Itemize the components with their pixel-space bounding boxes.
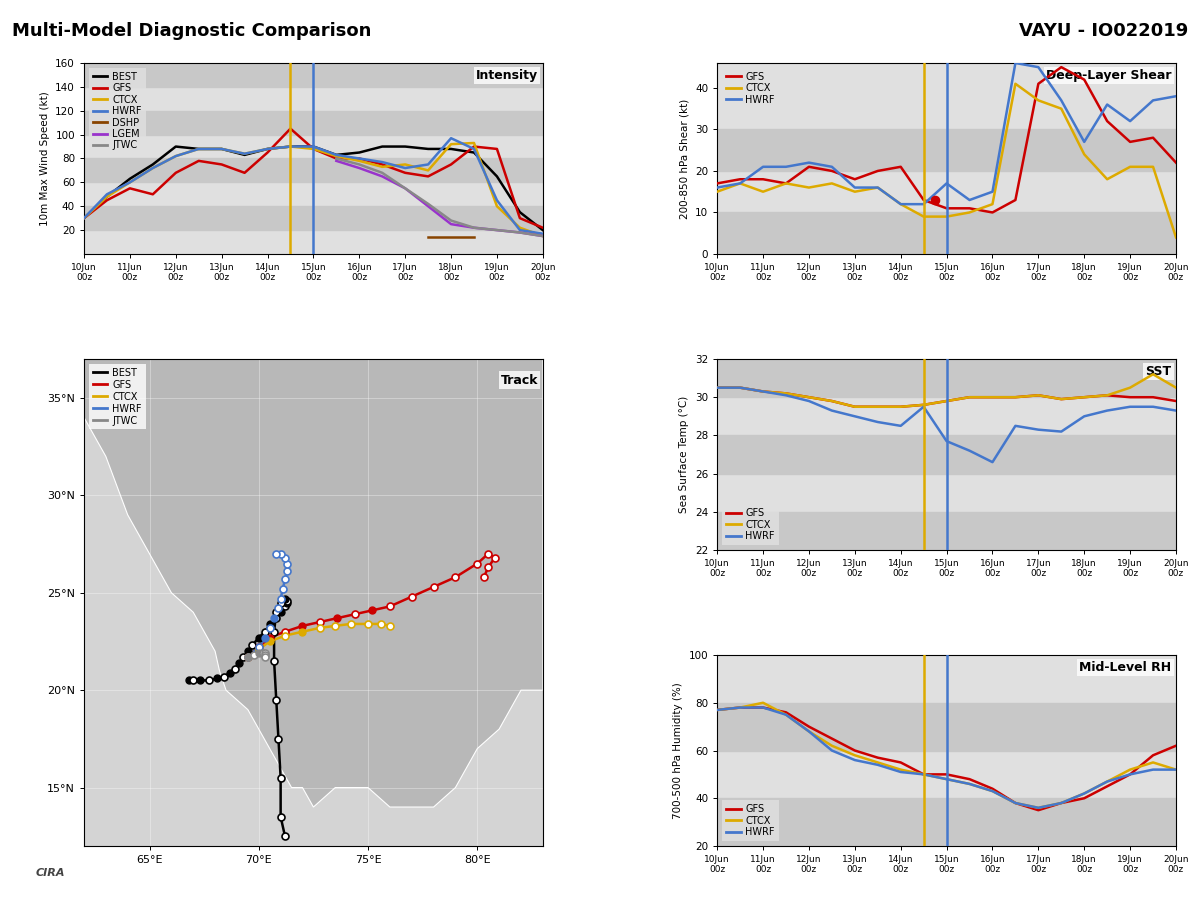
Bar	[718, 359, 1176, 397]
Text: Track: Track	[500, 374, 539, 387]
Bar	[84, 158, 542, 183]
Bar	[84, 206, 542, 230]
Bar	[718, 798, 1176, 846]
Text: Mid-Level RH: Mid-Level RH	[1079, 661, 1171, 674]
Bar	[84, 111, 542, 135]
Legend: BEST, GFS, CTCX, HWRF, DSHP, LGEM, JTWC: BEST, GFS, CTCX, HWRF, DSHP, LGEM, JTWC	[89, 68, 145, 155]
Bar	[718, 436, 1176, 473]
Polygon shape	[84, 359, 542, 807]
Y-axis label: 700-500 hPa Humidity (%): 700-500 hPa Humidity (%)	[673, 682, 683, 819]
Legend: GFS, CTCX, HWRF: GFS, CTCX, HWRF	[722, 68, 779, 109]
Y-axis label: 10m Max Wind Speed (kt): 10m Max Wind Speed (kt)	[40, 91, 49, 226]
Text: SST: SST	[1145, 364, 1171, 378]
Y-axis label: 200-850 hPa Shear (kt): 200-850 hPa Shear (kt)	[679, 98, 690, 219]
Legend: BEST, GFS, CTCX, HWRF, JTWC: BEST, GFS, CTCX, HWRF, JTWC	[89, 364, 145, 429]
Bar	[718, 130, 1176, 171]
Text: VAYU - IO022019: VAYU - IO022019	[1019, 22, 1188, 40]
Text: Intensity: Intensity	[476, 68, 539, 82]
Bar	[718, 703, 1176, 751]
Legend: GFS, CTCX, HWRF: GFS, CTCX, HWRF	[722, 504, 779, 545]
Point	[925, 193, 944, 207]
Legend: GFS, CTCX, HWRF: GFS, CTCX, HWRF	[722, 800, 779, 842]
Text: Multi-Model Diagnostic Comparison: Multi-Model Diagnostic Comparison	[12, 22, 371, 40]
Y-axis label: Sea Surface Temp (°C): Sea Surface Temp (°C)	[679, 396, 689, 513]
Bar	[84, 63, 542, 87]
Text: CIRA: CIRA	[36, 868, 66, 878]
Text: Deep-Layer Shear: Deep-Layer Shear	[1046, 68, 1171, 82]
Bar	[718, 212, 1176, 254]
Bar	[718, 512, 1176, 550]
